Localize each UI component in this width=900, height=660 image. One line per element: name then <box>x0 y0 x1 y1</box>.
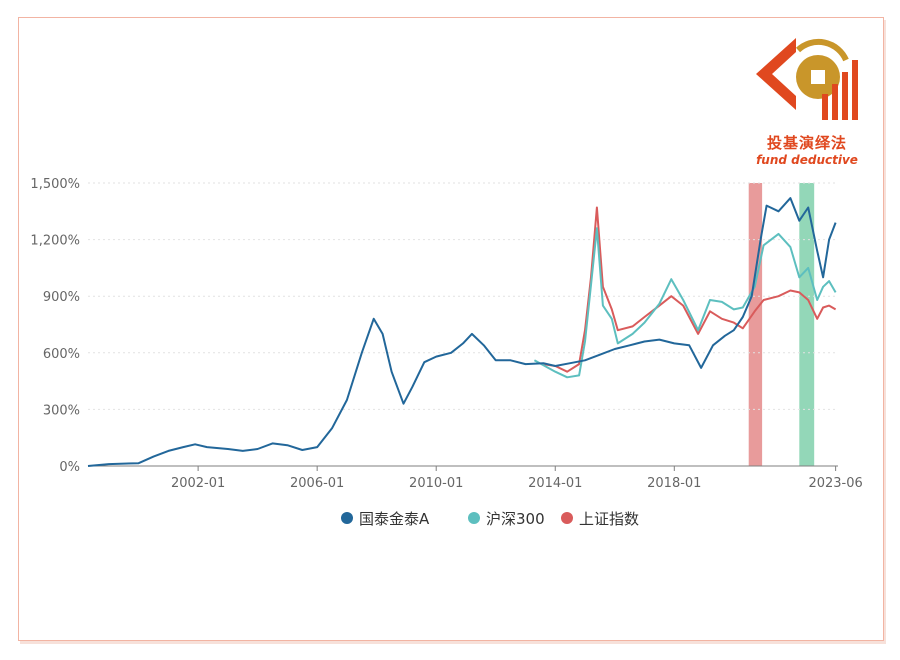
y-tick-label: 1,500% <box>30 177 80 192</box>
logo-arc <box>795 38 849 62</box>
logo-cn-text: 投基演绎法 <box>766 134 847 152</box>
logo-en-text: fund deductive <box>756 153 858 167</box>
legend-marker <box>468 512 480 524</box>
x-tick-label: 2002-01 <box>171 476 225 491</box>
x-tick-label: 2010-01 <box>409 476 463 491</box>
x-tick-label: 2018-01 <box>647 476 701 491</box>
y-tick-label: 0% <box>59 460 80 475</box>
series-line-国泰金泰A <box>87 197 837 467</box>
logo-bar-3 <box>842 72 848 120</box>
x-tick-label: 2014-01 <box>528 476 582 491</box>
y-tick-label: 600% <box>43 347 80 362</box>
y-tick-label: 300% <box>43 403 80 418</box>
legend-label: 沪深300 <box>486 510 545 528</box>
logo-bar-2 <box>832 84 838 120</box>
shaded-region-0 <box>748 183 763 466</box>
brand-logo-mark <box>756 38 858 120</box>
x-tick-label: 2023-06 <box>808 476 862 491</box>
y-tick-label: 900% <box>43 290 80 305</box>
legend-label: 上证指数 <box>579 510 639 528</box>
logo-coin-hole <box>811 70 825 84</box>
chart-card <box>18 17 884 641</box>
x-tick-label: 2006-01 <box>290 476 344 491</box>
legend-marker <box>561 512 573 524</box>
legend-marker <box>341 512 353 524</box>
y-tick-label: 1,200% <box>30 234 80 249</box>
logo-bar-1 <box>822 94 828 120</box>
brand-logo: 投基演绎法 fund deductive <box>752 32 862 172</box>
series-line-沪深300 <box>533 227 837 379</box>
legend-label: 国泰金泰A <box>359 510 430 528</box>
logo-bar-4 <box>852 60 858 120</box>
shaded-region-1 <box>799 183 815 466</box>
logo-chevron <box>756 38 796 110</box>
